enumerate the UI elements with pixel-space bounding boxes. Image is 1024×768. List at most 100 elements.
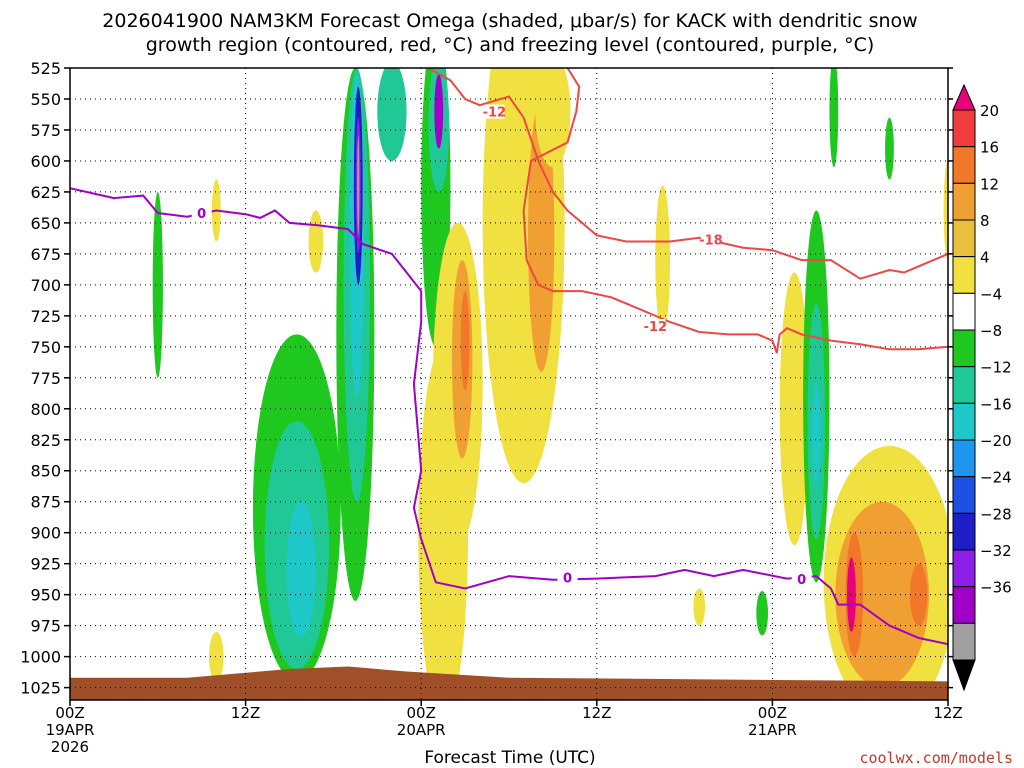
magenta-53z-core bbox=[847, 557, 856, 632]
plot-area: 0 0 0 -12 -12 -18 bbox=[69, 67, 949, 701]
y-tick-label: 925 bbox=[30, 555, 61, 574]
freezing-label-3-bg bbox=[791, 571, 812, 586]
y-tick-label: 725 bbox=[30, 307, 61, 326]
freezing-label-1-bg bbox=[191, 206, 212, 221]
x-tick-label: 12Z bbox=[231, 704, 260, 722]
y-tick-label: 700 bbox=[30, 276, 61, 295]
colorbar-swatch bbox=[952, 622, 976, 661]
freezing-label-2-bg bbox=[557, 570, 578, 585]
colorbar-swatch bbox=[952, 292, 976, 331]
colorbar-swatch bbox=[952, 476, 976, 514]
orange-58z-blob bbox=[909, 563, 928, 626]
dgz-label-m12-mid: -12 bbox=[644, 320, 668, 335]
colorbar-label: 12 bbox=[980, 175, 999, 193]
colorbar-swatch bbox=[952, 182, 976, 221]
y-tick-label: 950 bbox=[30, 586, 61, 605]
y-tick-label: 850 bbox=[30, 462, 61, 481]
y-tick-label: 675 bbox=[30, 245, 61, 264]
x-tick-date: 21APR bbox=[748, 721, 797, 739]
dgz-label-m12-top: -12 bbox=[483, 106, 507, 121]
x-axis-label: Forecast Time (UTC) bbox=[424, 748, 595, 768]
teal-22z-top bbox=[377, 68, 407, 161]
dgz-label-m18: -18 bbox=[699, 233, 723, 248]
orange-31z-core bbox=[528, 98, 555, 372]
cyan-15z-blob bbox=[286, 501, 316, 639]
y-tick-label: 525 bbox=[30, 59, 61, 78]
credit-link[interactable]: coolwx.com/models bbox=[859, 749, 1013, 767]
colorbar-swatch bbox=[952, 366, 976, 404]
freezing-label-2: 0 bbox=[563, 572, 572, 587]
y-tick-label: 550 bbox=[30, 90, 61, 109]
yellow-17z-blob bbox=[308, 210, 324, 273]
colorbar-label: −24 bbox=[980, 469, 1012, 487]
yellow-10z-low-blob bbox=[209, 631, 224, 682]
y-tick-label: 775 bbox=[30, 369, 61, 388]
colorbar-top-arrow bbox=[952, 83, 976, 111]
green-47z-low bbox=[756, 590, 769, 636]
x-tick-label: 12Z bbox=[582, 704, 611, 722]
colorbar-swatch bbox=[952, 586, 976, 624]
chart-title-line1: 2026041900 NAM3KM Forecast Omega (shaded… bbox=[102, 10, 917, 32]
yellow-40z-blob bbox=[655, 185, 670, 335]
y-tick-label: 1000 bbox=[20, 648, 61, 667]
x-tick-label: 12Z bbox=[933, 704, 962, 722]
colorbar-label: −32 bbox=[980, 542, 1012, 560]
green-early-blob bbox=[152, 191, 163, 378]
y-axis: 525 550 575 600 625 650 675 700 725 750 775 800 825 8… bbox=[20, 59, 953, 698]
dgz-label-m18-bg bbox=[700, 232, 721, 247]
x-tick-label: 00Z bbox=[407, 704, 436, 722]
cyan-51z-core bbox=[811, 384, 821, 484]
chart-title-line2: growth region (contoured, red, °C) and f… bbox=[146, 34, 875, 56]
colorbar-label: 4 bbox=[980, 249, 990, 267]
colorbar-label: −28 bbox=[980, 505, 1012, 523]
x-tick-label: 00Z bbox=[55, 704, 84, 722]
yellow-49z-column bbox=[779, 272, 809, 546]
colorbar-label: 20 bbox=[980, 102, 999, 120]
colorbar-swatch bbox=[952, 109, 976, 148]
colorbar-swatch bbox=[952, 549, 976, 588]
y-tick-label: 600 bbox=[30, 152, 61, 171]
purple-01z-top bbox=[434, 74, 444, 149]
x-tick-date: 19APR bbox=[46, 721, 95, 739]
dgz-upper-contour bbox=[428, 68, 948, 280]
y-tick-label: 575 bbox=[30, 121, 61, 140]
colorbar-label: −4 bbox=[980, 285, 1002, 303]
dgz-lower-contour bbox=[522, 68, 948, 354]
y-tick-label: 750 bbox=[30, 338, 61, 357]
colorbar-label: −36 bbox=[980, 579, 1012, 597]
colorbar-label: −12 bbox=[980, 359, 1012, 377]
yellow-33z-top bbox=[535, 68, 571, 168]
y-tick-label: 825 bbox=[30, 431, 61, 450]
plot-frame bbox=[69, 67, 949, 701]
colorbar-label: −8 bbox=[980, 322, 1002, 340]
colorbar: 20 16 12 8 4 −4 −8 −12 −16 −20 −24 −28 −32 −36 bbox=[952, 83, 1012, 692]
dgz-label-m12-mid-bg bbox=[645, 318, 666, 333]
colorbar-swatch bbox=[952, 512, 976, 551]
dgz-label-m12-top-bg bbox=[484, 104, 505, 119]
colorbar-swatch bbox=[952, 402, 976, 441]
colorbar-swatch bbox=[952, 219, 976, 258]
colorbar-label: 8 bbox=[980, 212, 990, 230]
y-tick-label: 1025 bbox=[20, 679, 61, 698]
colorbar-label: −16 bbox=[980, 395, 1012, 413]
green-52z-top bbox=[829, 68, 839, 168]
colorbar-label: 16 bbox=[980, 139, 999, 157]
colorbar-swatch bbox=[952, 256, 976, 294]
x-tick-year: 2026 bbox=[51, 738, 89, 756]
colorbar-swatch bbox=[952, 146, 976, 184]
colorbar-swatch bbox=[952, 439, 976, 478]
y-tick-label: 975 bbox=[30, 617, 61, 636]
grey-18z-core bbox=[357, 136, 360, 236]
y-tick-label: 650 bbox=[30, 214, 61, 233]
y-tick-label: 800 bbox=[30, 400, 61, 419]
yellow-43z-low bbox=[693, 588, 706, 626]
colorbar-bottom-arrow bbox=[952, 659, 976, 692]
y-tick-label: 625 bbox=[30, 183, 61, 202]
ground-surface bbox=[70, 666, 948, 700]
freezing-label-1: 0 bbox=[197, 207, 206, 222]
x-tick-label: 00Z bbox=[758, 704, 787, 722]
colorbar-label: −20 bbox=[980, 432, 1012, 450]
plot-content: 0 0 0 -12 -12 -18 bbox=[70, 68, 948, 700]
